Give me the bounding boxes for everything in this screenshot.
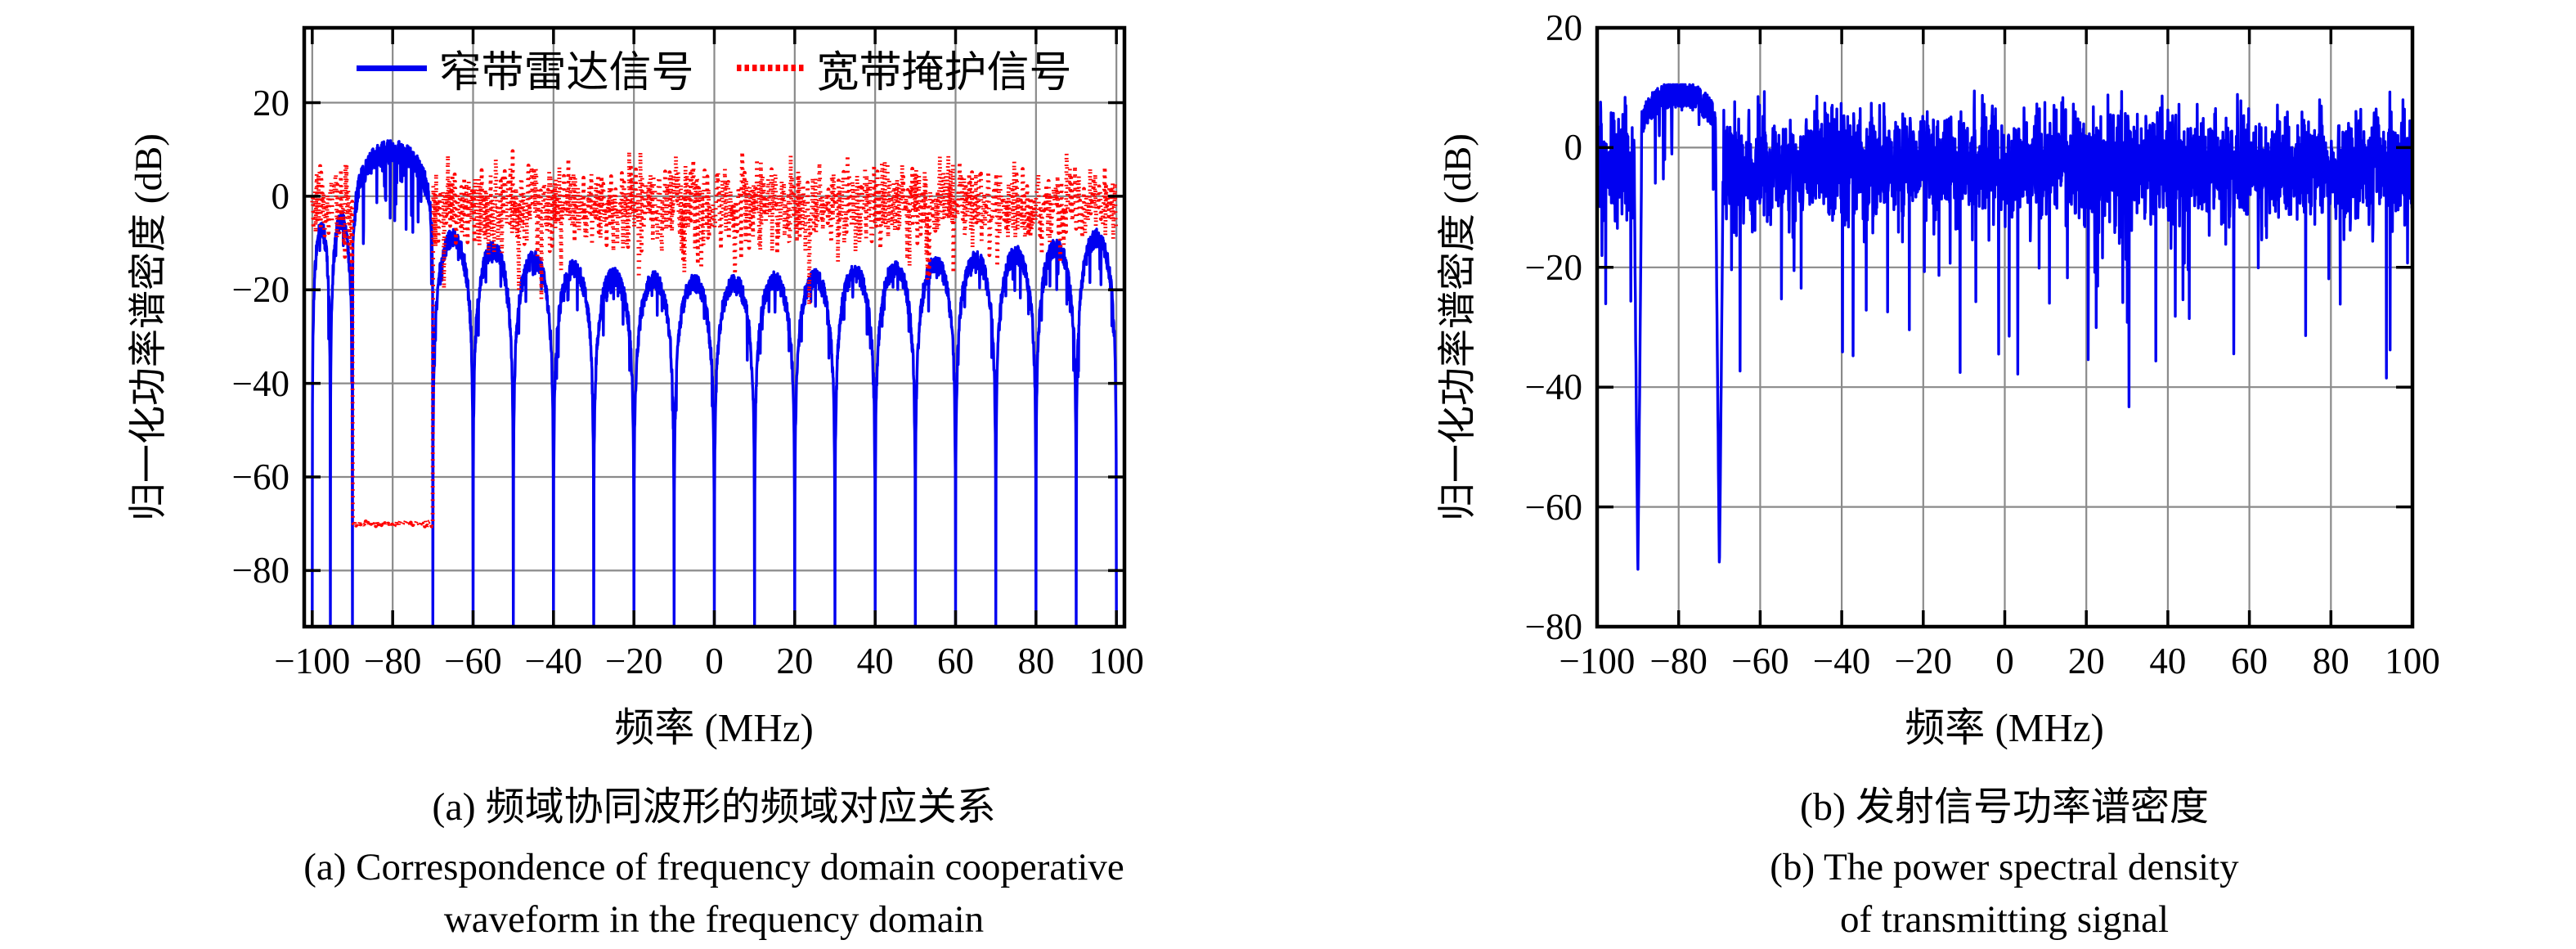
panel-b-y-tick-label: 0 xyxy=(1564,127,1583,169)
legend-label-narrowband: 窄带雷达信号 xyxy=(438,49,694,97)
panel-b-x-tick-label: 60 xyxy=(2231,641,2269,681)
panel-a-x-axis-label: 频率 (MHz) xyxy=(614,705,814,750)
panel-b-plot xyxy=(1595,25,2415,629)
narrowband-line-sample-icon xyxy=(357,65,428,71)
panel-b-x-tick-label: 80 xyxy=(2312,641,2349,681)
panel-b-x-tick-label: 100 xyxy=(2385,641,2440,681)
panel-b-y-tick-label: −40 xyxy=(1524,367,1582,408)
legend-item-narrowband: 窄带雷达信号 xyxy=(357,38,694,99)
legend-item-wideband: 宽带掩护信号 xyxy=(736,38,1072,99)
caption-b-chinese: (b) 发射信号功率谱密度 xyxy=(1800,785,2209,829)
panel-b-x-axis-label: 频率 (MHz) xyxy=(1905,705,2104,750)
panel-a-x-tick-label: −40 xyxy=(524,641,583,681)
panel-a-x-tick-label: 20 xyxy=(776,641,814,681)
panel-b-y-tick-label: −60 xyxy=(1524,486,1582,528)
panel-a-x-tick-label: −60 xyxy=(444,641,502,681)
panel-a-y-tick-label: −40 xyxy=(231,362,289,404)
panel-a-y-tick-label: 0 xyxy=(271,175,290,217)
wideband-cover-series xyxy=(310,149,1119,529)
caption-a-english-line2: waveform in the frequency domain xyxy=(443,898,985,941)
panel-a-x-tick-label: 60 xyxy=(937,641,974,681)
panel-a-x-tick-label: 40 xyxy=(856,641,894,681)
panel-a-y-tick-label: −80 xyxy=(231,550,289,591)
panel-b-y-tick-label: −20 xyxy=(1524,246,1582,288)
panel-a-plot xyxy=(302,25,1127,629)
panel-a-y-tick-label: −20 xyxy=(231,269,289,311)
panel-b-x-tick-label: −100 xyxy=(1559,641,1636,681)
panel-a-y-tick-label: 20 xyxy=(253,82,289,124)
panel-b-x-tick-label: −60 xyxy=(1731,641,1789,681)
panel-a-x-tick-label: 100 xyxy=(1088,641,1144,681)
legend-label-wideband: 宽带掩护信号 xyxy=(816,49,1072,97)
panel-b-x-tick-label: 20 xyxy=(2067,641,2105,681)
caption-a-chinese: (a) 频域协同波形的频域对应关系 xyxy=(432,785,996,829)
panel-a-x-tick-label: 80 xyxy=(1017,641,1055,681)
panel-b-x-tick-label: −80 xyxy=(1649,641,1708,681)
axes-frame xyxy=(302,25,1127,629)
panel-b-x-tick-label: 40 xyxy=(2149,641,2187,681)
panel-a-x-tick-label: −20 xyxy=(604,641,663,681)
panel-a-x-tick-label: −100 xyxy=(274,641,351,681)
narrowband-radar-series xyxy=(311,139,1118,627)
panel-b-x-tick-label: −40 xyxy=(1812,641,1871,681)
panel-a-x-tick-label: 0 xyxy=(705,641,724,681)
caption-a-english-line1: (a) Correspondence of frequency domain c… xyxy=(303,846,1124,888)
panel-a-y-tick-label: −60 xyxy=(231,457,289,497)
caption-b-english-line2: of transmitting signal xyxy=(1839,898,2170,941)
panel-b-y-axis-label: 归一化功率谱密度 (dB) xyxy=(1437,133,1479,521)
panel-b-x-tick-label: −20 xyxy=(1894,641,1952,681)
panel-b-y-tick-label: 20 xyxy=(1546,7,1582,48)
panel-b-x-tick-label: 0 xyxy=(1995,641,2014,681)
wideband-dotted-sample-icon xyxy=(736,65,806,71)
transmit-psd-series xyxy=(1597,83,2412,571)
panel-a-x-tick-label: −80 xyxy=(363,641,422,681)
panel-a-legend: 窄带雷达信号 宽带掩护信号 xyxy=(304,36,1124,100)
panel-b-y-tick-label: −80 xyxy=(1524,606,1582,647)
axes-frame xyxy=(1595,25,2415,629)
caption-b-english-line1: (b) The power spectral density xyxy=(1770,846,2239,888)
